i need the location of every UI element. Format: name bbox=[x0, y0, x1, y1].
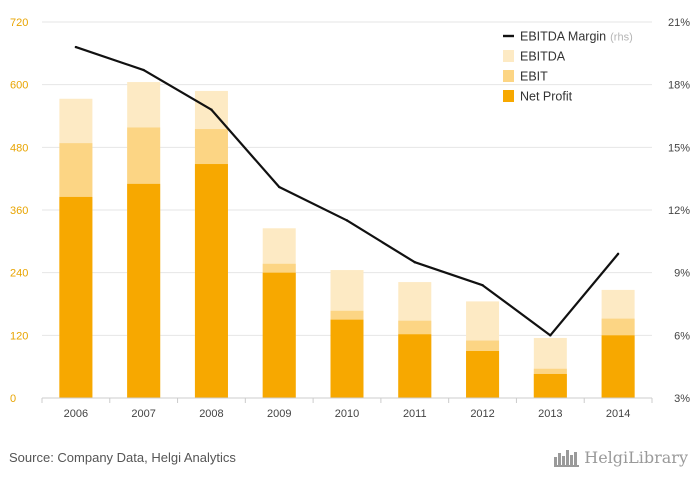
right-tick-label: 6% bbox=[674, 330, 690, 342]
point-ebitda-margin bbox=[278, 185, 281, 189]
right-tick-label: 3% bbox=[674, 393, 690, 405]
right-tick-label: 12% bbox=[668, 205, 690, 217]
source-note: Source: Company Data, Helgi Analytics bbox=[9, 450, 236, 465]
bar-net-profit bbox=[59, 196, 93, 398]
left-tick-label: 720 bbox=[10, 17, 28, 29]
bar-net-profit bbox=[330, 319, 364, 398]
x-tick-label: 2007 bbox=[131, 408, 155, 420]
legend-label: EBITDA bbox=[520, 50, 566, 64]
city-skyline-icon bbox=[554, 450, 580, 467]
right-tick-label: 18% bbox=[668, 80, 690, 92]
x-tick-label: 2006 bbox=[64, 408, 88, 420]
brand-logo[interactable]: HelgiLibrary bbox=[554, 447, 688, 467]
legend-label: EBIT bbox=[520, 70, 548, 84]
left-tick-label: 480 bbox=[10, 142, 28, 154]
bar-net-profit bbox=[466, 351, 500, 398]
left-tick-label: 120 bbox=[10, 330, 28, 342]
x-tick-label: 2012 bbox=[470, 408, 494, 420]
point-ebitda-margin bbox=[413, 261, 416, 264]
point-ebitda-margin bbox=[345, 219, 349, 222]
point-ebitda-margin bbox=[616, 252, 620, 256]
x-tick-label: 2009 bbox=[267, 408, 291, 420]
point-ebitda-margin bbox=[549, 334, 552, 337]
right-tick-label: 9% bbox=[674, 268, 690, 280]
point-ebitda-margin bbox=[74, 45, 78, 49]
legend-label: EBITDA Margin (rhs) bbox=[520, 30, 633, 44]
right-tick-label: 15% bbox=[668, 142, 690, 154]
x-tick-label: 2008 bbox=[199, 408, 223, 420]
brand-name: HelgiLibrary bbox=[584, 447, 688, 467]
x-tick-label: 2014 bbox=[606, 408, 630, 420]
bar-net-profit bbox=[533, 373, 567, 398]
right-tick-label: 21% bbox=[668, 17, 690, 29]
x-tick-label: 2011 bbox=[403, 408, 427, 420]
left-tick-label: 360 bbox=[10, 205, 28, 217]
legend-swatch bbox=[503, 50, 514, 62]
bar-net-profit bbox=[127, 183, 161, 398]
x-tick-label: 2010 bbox=[335, 408, 359, 420]
point-ebitda-margin bbox=[210, 108, 213, 111]
point-ebitda-margin bbox=[142, 68, 145, 72]
left-tick-label: 0 bbox=[10, 393, 16, 405]
point-ebitda-margin bbox=[481, 284, 484, 287]
left-tick-label: 600 bbox=[10, 80, 28, 92]
legend-swatch bbox=[503, 70, 514, 82]
legend-swatch bbox=[503, 90, 514, 102]
legend-label: Net Profit bbox=[520, 90, 573, 104]
left-tick-label: 240 bbox=[10, 268, 28, 280]
bar-net-profit bbox=[398, 334, 432, 398]
legend-suffix: (rhs) bbox=[610, 32, 633, 44]
bar-net-profit bbox=[194, 164, 228, 398]
bar-net-profit bbox=[262, 272, 296, 398]
x-tick-label: 2013 bbox=[538, 408, 562, 420]
bar-net-profit bbox=[601, 335, 635, 398]
chart-canvas: 0 3% 120 6% 240 9% 360 12% 480 15% 600 18% 720 21% 200… bbox=[10, 17, 690, 420]
